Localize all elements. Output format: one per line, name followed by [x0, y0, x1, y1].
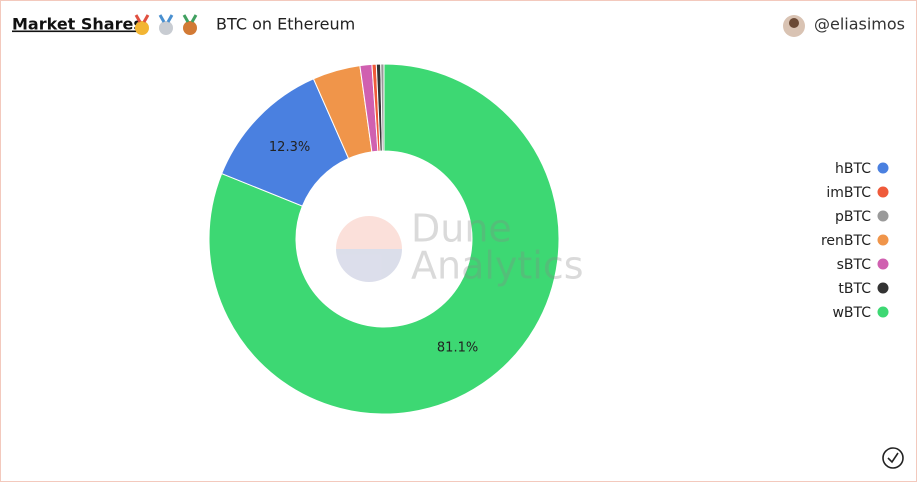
donut: 81.1% 12.3%: [208, 63, 560, 415]
legend-label: wBTC: [832, 305, 871, 321]
slice-label: 81.1%: [437, 340, 478, 355]
legend-label: renBTC: [821, 233, 871, 249]
legend-label: tBTC: [838, 281, 871, 297]
legend-swatch: [877, 306, 889, 318]
author[interactable]: @eliasimos: [814, 15, 905, 34]
status-check: [887, 452, 899, 464]
status-icon[interactable]: [882, 447, 904, 469]
subtitle: BTC on Ethereum: [216, 15, 355, 34]
title[interactable]: Market Shares: [12, 15, 143, 34]
watermark-text: Dune: [411, 207, 512, 251]
legend-swatch: [877, 210, 889, 222]
legend-swatch: [877, 162, 889, 174]
legend-swatch: [877, 258, 889, 270]
watermark: Dune Analytics: [336, 207, 584, 288]
slice-label: 12.3%: [269, 140, 310, 155]
legend-swatch: [877, 282, 889, 294]
watermark-text: Analytics: [411, 244, 584, 288]
legend-label: imBTC: [826, 185, 871, 201]
legend-label: sBTC: [837, 257, 872, 273]
legend-label: hBTC: [835, 161, 871, 177]
slice: [208, 63, 560, 415]
legend-swatch: [877, 186, 889, 198]
slice: [380, 63, 385, 152]
legend-label: pBTC: [835, 209, 871, 225]
legend: hBTC imBTC pBTC renBTC sBTC tBTC wBTC: [821, 161, 889, 321]
avatar-face: [789, 18, 799, 28]
medals: [134, 14, 198, 35]
legend-swatch: [877, 234, 889, 246]
